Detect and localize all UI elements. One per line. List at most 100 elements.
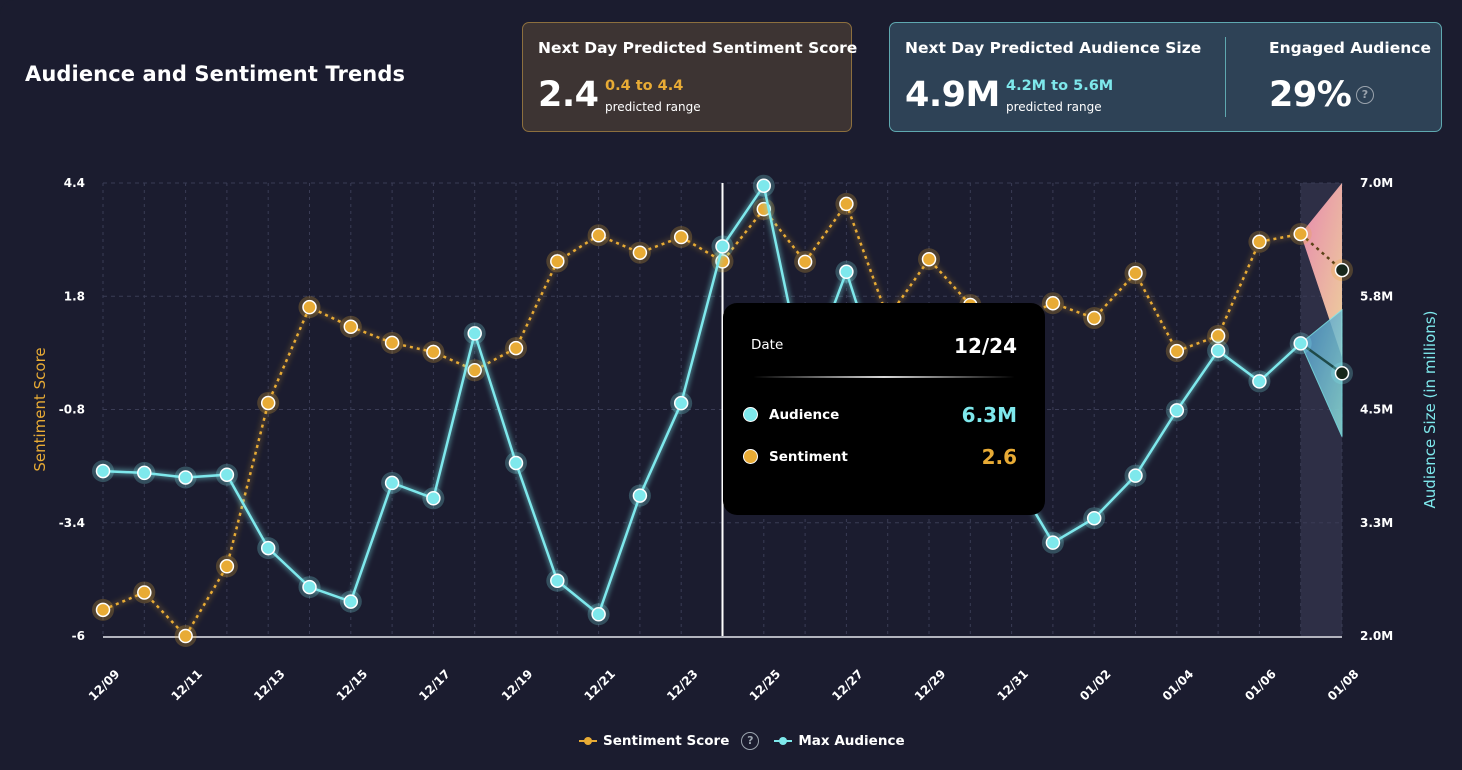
audience-prediction-card: Next Day Predicted Audience Size 4.9M 4.… [889,22,1442,132]
sentiment-point [797,254,813,270]
sentiment-forecast-line [1299,233,1343,272]
sentiment-series [92,192,1353,647]
sentiment-point [839,196,854,212]
x-tick-label: 01/04 [1160,667,1197,704]
x-tick-label: 12/19 [499,667,536,704]
sentiment-predicted-value: 2.4 [538,75,599,115]
x-tick-label: 12/27 [829,667,866,704]
engaged-help-icon[interactable]: ? [1356,86,1374,104]
audience-point [95,463,111,479]
audience-predicted-range: 4.2M to 5.6M [1006,78,1114,94]
tooltip-date-label: Date [751,337,784,353]
y-axis-title-left: Sentiment Score [31,347,49,471]
sentiment-predicted-range: 0.4 to 4.4 [605,78,684,94]
audience-point [1210,343,1226,358]
audience-point [756,178,772,193]
x-tick-label: 12/21 [581,667,618,704]
x-tick-label: 12/25 [747,667,784,704]
card-divider [1225,37,1226,117]
sentiment-point [550,254,565,269]
y-axis-title-right: Audience Size (in millions) [1421,311,1439,509]
legend-sentiment-label: Sentiment Score [603,733,730,749]
audience-legend-icon [773,735,793,747]
y-tick-left: -6 [72,629,85,643]
sentiment-point [632,245,648,260]
sentiment-point [343,319,359,334]
audience-point [343,594,359,609]
sentiment-point [508,340,524,356]
sentiment-range-caption: predicted range [605,100,701,114]
tooltip-audience-value: 6.3M [961,403,1017,427]
x-tick-label: 12/23 [664,667,701,704]
chart-tooltip: Date 12/24 Audience 6.3M Sentiment 2.6 [723,303,1045,515]
audience-point [1293,336,1308,351]
y-tick-right: 5.8M [1360,289,1393,303]
audience-dot-icon [743,407,758,422]
x-tick-label: 01/02 [1077,667,1114,704]
sentiment-forecast-band [1300,183,1342,358]
legend-item-sentiment[interactable]: Sentiment Score [578,733,729,749]
audience-point [673,395,689,411]
y-tick-left: -0.8 [59,403,85,417]
sentiment-point [1086,310,1102,326]
x-tick-label: 12/31 [994,667,1031,704]
audience-line [102,182,1302,617]
audience-point [426,491,441,506]
audience-card-label: Next Day Predicted Audience Size [905,39,1202,57]
sentiment-point [302,299,317,315]
sentiment-line [102,201,1301,639]
audience-point [632,488,648,503]
sentiment-dot-icon [743,449,758,464]
sentiment-point [1128,265,1143,281]
sentiment-point [1045,295,1061,311]
x-tick-label: 12/17 [416,667,453,704]
sentiment-point [219,559,235,574]
sentiment-card-label: Next Day Predicted Sentiment Score [538,39,858,57]
audience-point [260,540,276,556]
audience-forecast-line [1299,342,1343,375]
x-tick-label: 12/15 [334,667,371,704]
sentiment-point [137,585,152,600]
sentiment-legend-icon [578,735,598,747]
engaged-audience-label: Engaged Audience [1269,39,1431,57]
audience-point [591,607,606,622]
audience-point [508,455,524,471]
sentiment-point [591,228,606,243]
y-tick-left: 1.8 [64,289,85,303]
audience-point [384,475,400,491]
audience-predicted-value: 4.9M [905,75,1000,115]
audience-point [1045,535,1061,550]
audience-range-caption: predicted range [1006,100,1102,114]
audience-point [1128,468,1143,483]
x-tick-label: 01/06 [1242,667,1279,704]
legend-item-audience[interactable]: Max Audience [773,733,905,749]
audience-point [839,264,854,280]
audience-point [550,573,565,588]
tooltip-sentiment-value: 2.6 [981,445,1017,469]
audience-point [1252,374,1267,389]
audience-point [1169,403,1185,418]
sentiment-point [673,229,689,245]
sentiment-point [921,251,937,267]
tooltip-audience-label: Audience [769,407,840,423]
tooltip-divider [753,376,1015,378]
sentiment-point [1293,226,1308,242]
x-tick-label: 12/29 [912,667,949,704]
sentiment-point [1252,234,1267,250]
audience-forecast-point [1334,366,1350,381]
x-tick-label: 12/09 [86,667,123,704]
y-tick-left: 4.4 [64,176,85,190]
legend-audience-label: Max Audience [798,733,905,749]
audience-point [219,467,235,482]
y-tick-right: 7.0M [1360,176,1393,190]
sentiment-point [95,602,111,618]
sentiment-forecast-point [1334,262,1350,278]
x-tick-label: 12/11 [168,667,205,704]
audience-point [467,326,482,341]
chart-legend: Sentiment Score ? Max Audience [578,731,905,751]
sentiment-prediction-card: Next Day Predicted Sentiment Score 2.4 0… [522,22,857,132]
sentiment-point [467,363,482,378]
legend-help-icon[interactable]: ? [741,732,760,750]
y-tick-right: 4.5M [1360,403,1393,417]
audience-point [302,579,317,595]
